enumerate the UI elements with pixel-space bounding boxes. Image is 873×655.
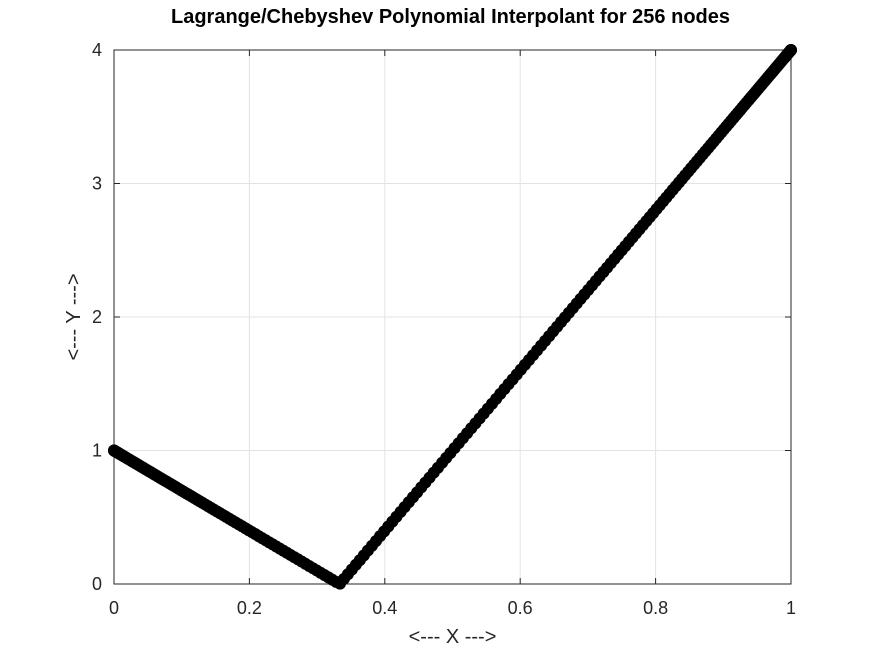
x-axis-label: <--- X ---> (409, 626, 497, 648)
y-tick-label: 0 (92, 574, 102, 594)
y-tick-label: 1 (92, 441, 102, 461)
x-tick-label: 0.6 (508, 598, 533, 618)
chart-title: Lagrange/Chebyshev Polynomial Interpolan… (171, 6, 730, 28)
y-tick-label: 3 (92, 174, 102, 194)
x-tick-label: 0.2 (237, 598, 262, 618)
data-point (108, 444, 120, 457)
x-tick-label: 1 (786, 598, 796, 618)
data-series (108, 44, 797, 590)
y-tick-label: 4 (92, 40, 102, 60)
x-tick-label: 0 (109, 598, 119, 618)
axis-ticks: 0 0.2 0.4 0.6 0.8 1 0 1 2 3 4 (92, 40, 796, 618)
x-tick-label: 0.8 (643, 598, 668, 618)
y-axis-label: <--- Y ---> (63, 273, 85, 360)
y-tick-label: 2 (92, 307, 102, 327)
x-tick-label: 0.4 (372, 598, 397, 618)
